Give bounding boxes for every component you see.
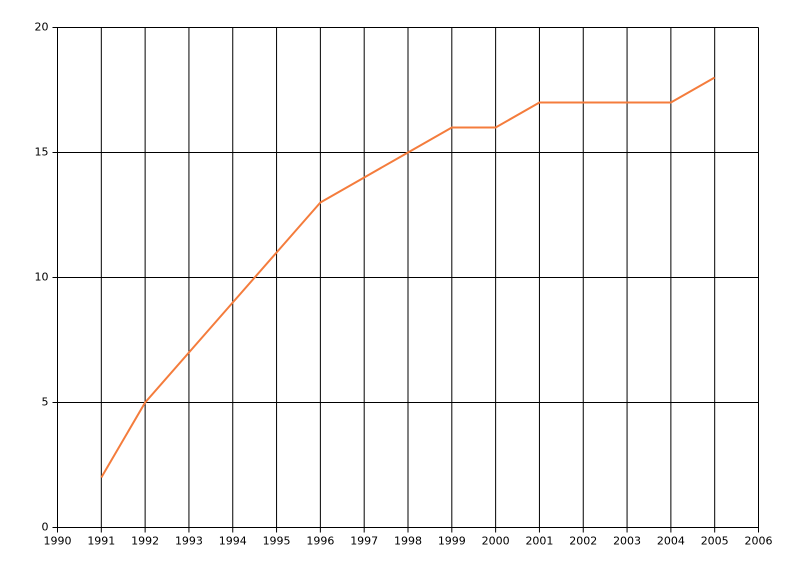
y-tick-label: 10 [35,271,49,284]
x-tick-label: 1996 [306,535,334,548]
data-line [100,76,716,479]
x-tick-label: 1991 [87,535,115,548]
y-tick-label: 5 [42,396,49,409]
y-tick-label: 20 [35,21,49,34]
x-tick-label: 1997 [350,535,378,548]
x-tick-label: 2000 [482,535,510,548]
x-tick-label: 1993 [175,535,203,548]
x-tick-label: 1999 [438,535,466,548]
x-tick-label: 2005 [701,535,729,548]
x-tick-label: 1998 [394,535,422,548]
x-tick-label: 1994 [219,535,247,548]
x-tick-label: 1992 [131,535,159,548]
x-tick-label: 2001 [525,535,553,548]
y-tick-label: 0 [42,521,49,534]
x-tick-label: 1995 [263,535,291,548]
y-tick-label: 15 [35,146,49,159]
x-tick-label: 2006 [745,535,773,548]
x-tick-label: 2003 [613,535,641,548]
x-tick-label: 2002 [569,535,597,548]
x-tick-label: 2004 [657,535,685,548]
x-tick-label: 1990 [44,535,72,548]
